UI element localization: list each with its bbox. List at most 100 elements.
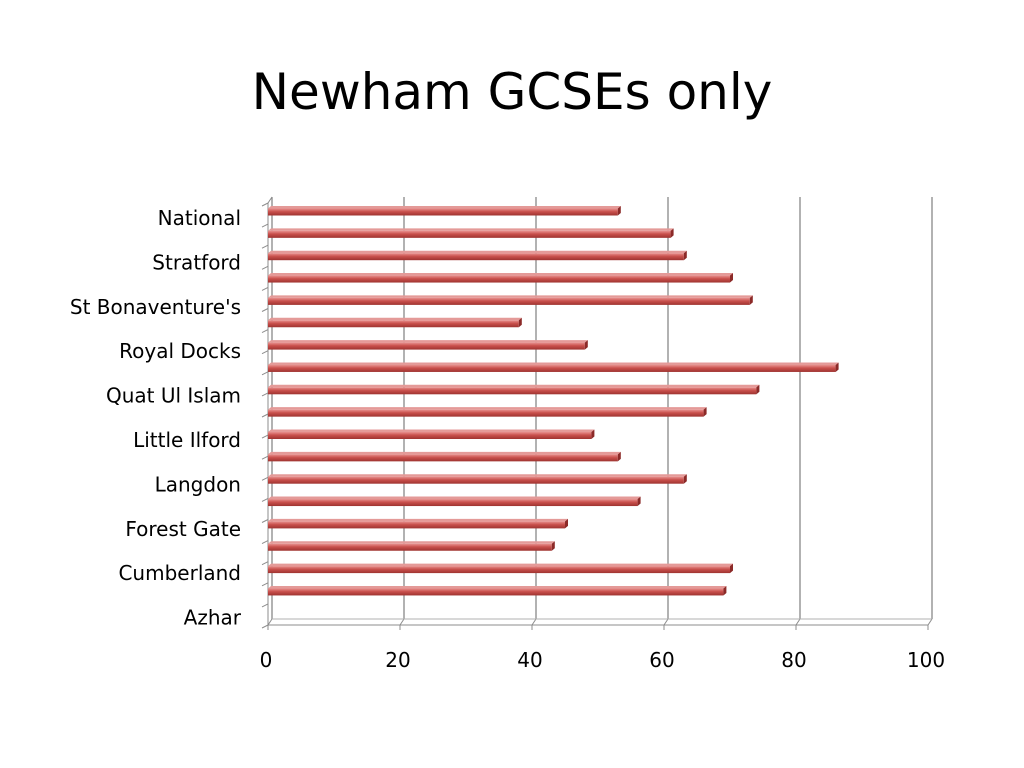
x-tick-label: 100 [907, 648, 945, 672]
bar-front [268, 253, 684, 261]
bar-top [268, 273, 733, 276]
category-label: Little Ilford [133, 428, 241, 452]
category-label: Azhar [184, 606, 242, 630]
category-label: Royal Docks [119, 339, 241, 363]
bars [268, 206, 839, 596]
bar-end [565, 518, 568, 529]
y-tick [261, 624, 269, 629]
y-tick [261, 244, 269, 249]
bar-end [703, 407, 707, 417]
y-tick [261, 371, 269, 376]
y-tick [261, 329, 269, 334]
floor-line [927, 618, 933, 626]
x-tick-label: 80 [781, 648, 806, 672]
bar [268, 228, 674, 238]
bar-top [268, 429, 595, 432]
bar-top [268, 541, 555, 544]
bar-top [268, 206, 621, 209]
bar [268, 518, 568, 529]
y-tick [261, 497, 269, 502]
y-tick [261, 434, 269, 439]
floor-line [663, 618, 669, 626]
bar [268, 407, 707, 417]
bar [268, 541, 555, 551]
bar [268, 340, 588, 350]
bar [268, 451, 621, 462]
y-tick [261, 582, 269, 587]
bar [268, 362, 839, 372]
bar-top [268, 407, 707, 410]
bar-top [268, 585, 727, 589]
bar [268, 206, 621, 216]
floor-line [267, 618, 273, 626]
bar [268, 250, 687, 261]
bar [268, 563, 733, 574]
bar-end [617, 451, 621, 462]
category-label: Quat Ul Islam [106, 384, 241, 408]
bar-top [268, 295, 753, 298]
y-tick [261, 350, 269, 355]
bar-front [268, 364, 836, 372]
bar [268, 429, 595, 439]
category-label: National [158, 206, 241, 230]
bar-front [268, 454, 618, 462]
bar [268, 496, 641, 507]
bar [268, 317, 522, 328]
bar [268, 295, 753, 305]
bar [268, 585, 727, 596]
x-tick-label: 0 [260, 648, 273, 672]
bar-front [268, 409, 704, 417]
bar-top [268, 563, 733, 567]
bar-end [518, 317, 522, 328]
bar-end [756, 384, 760, 395]
bar-top [268, 228, 674, 231]
category-label: St Bonaventure's [70, 295, 241, 319]
y-tick [261, 202, 269, 207]
bar [268, 474, 687, 484]
y-tick [261, 286, 269, 291]
bar-top [268, 340, 588, 343]
floor-line [795, 618, 801, 626]
y-tick [261, 265, 269, 270]
y-tick [261, 413, 269, 418]
slide-title: Newham GCSEs only [251, 63, 773, 121]
floor-line [531, 618, 537, 626]
category-label: Stratford [152, 250, 241, 274]
y-tick [261, 392, 269, 397]
x-tick-label: 40 [517, 648, 542, 672]
bar-end [637, 496, 641, 507]
bar-top [268, 317, 522, 321]
bar-front [268, 476, 684, 484]
bar-end [683, 250, 687, 261]
x-tick-label: 20 [385, 648, 410, 672]
y-tick [261, 561, 269, 566]
bar [268, 273, 733, 283]
bar-front [268, 387, 757, 395]
x-tick-label: 60 [649, 648, 674, 672]
bar-end [723, 585, 727, 596]
bar-front [268, 230, 671, 238]
bar-front [268, 432, 592, 439]
bar-front [268, 588, 724, 596]
bar-end [617, 206, 621, 216]
y-tick [261, 603, 269, 608]
bar-front [268, 275, 730, 283]
y-tick [261, 476, 269, 481]
bar-front [268, 342, 585, 350]
labels: 0 20 40 60 80 100 National Stratford St Bonavent… [70, 206, 945, 672]
y-tick [261, 308, 269, 312]
bar-front [268, 566, 730, 574]
category-label: Forest Gate [125, 517, 241, 541]
category-label: Cumberland [118, 561, 241, 585]
y-tick [261, 223, 269, 228]
bar-front [268, 208, 618, 216]
bar-top [268, 451, 621, 455]
bar-end [683, 474, 687, 484]
bar-end [591, 429, 595, 439]
bar [268, 384, 760, 395]
y-tick [261, 519, 269, 523]
bar-end [730, 563, 733, 574]
bar-top [268, 496, 641, 500]
bar-end [584, 340, 588, 350]
bar-front [268, 499, 638, 507]
